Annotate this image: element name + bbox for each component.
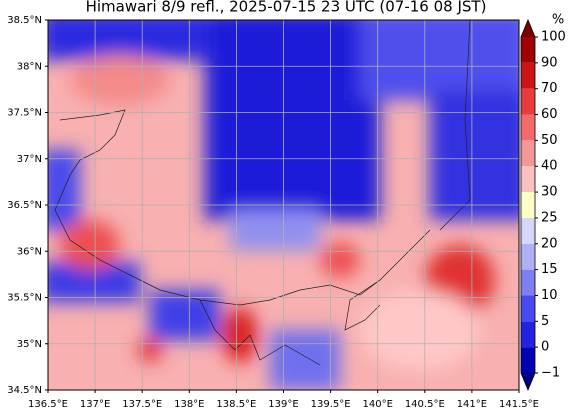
y-tick-label: 36°N bbox=[17, 246, 42, 257]
x-tick-label: 136.5°E bbox=[28, 399, 68, 409]
colorbar-bin bbox=[521, 192, 535, 218]
colorbar-label: 30 bbox=[541, 185, 558, 200]
colorbar-label: 25 bbox=[541, 210, 558, 225]
x-tick-label: 137°E bbox=[80, 399, 110, 409]
x-tick-label: 141.5°E bbox=[499, 399, 539, 409]
colorbar-bin bbox=[521, 321, 535, 348]
colorbar-under bbox=[521, 373, 535, 390]
x-tick-label: 140°E bbox=[362, 399, 392, 409]
x-tick-label: 140.5°E bbox=[405, 399, 445, 409]
colorbar-label: 20 bbox=[541, 236, 558, 251]
colorbar-label: 15 bbox=[541, 262, 558, 277]
colorbar-label: 50 bbox=[541, 133, 558, 148]
colorbar-label: 5 bbox=[541, 314, 549, 329]
colorbar-bin bbox=[521, 269, 535, 296]
colorbar-bin bbox=[521, 88, 535, 115]
colorbar-bin bbox=[521, 114, 535, 141]
colorbar-bin bbox=[521, 140, 535, 167]
colorbar-label: 90 bbox=[541, 55, 558, 70]
colorbar-bin bbox=[521, 37, 535, 63]
colorbar-label: 70 bbox=[541, 81, 558, 96]
x-tick-label: 139.5°E bbox=[311, 399, 351, 409]
satellite-image bbox=[48, 20, 519, 390]
colorbar-label: 40 bbox=[541, 159, 558, 174]
colorbar-label: 60 bbox=[541, 107, 558, 122]
colorbar-bin bbox=[521, 295, 535, 322]
y-tick-label: 36.5°N bbox=[7, 200, 42, 211]
y-tick-label: 37°N bbox=[17, 154, 42, 165]
y-tick-label: 34.5°N bbox=[7, 385, 42, 396]
x-tick-label: 138.5°E bbox=[216, 399, 256, 409]
y-tick-label: 35°N bbox=[17, 339, 42, 350]
colorbar-label: 0 bbox=[541, 340, 549, 355]
x-tick-label: 137.5°E bbox=[122, 399, 162, 409]
y-tick-label: 37.5°N bbox=[7, 108, 42, 119]
y-tick-label: 38.5°N bbox=[7, 15, 42, 26]
title: Himawari 8/9 refl., 2025-07-15 23 UTC (0… bbox=[86, 0, 487, 16]
colorbar-bin bbox=[521, 243, 535, 270]
colorbar-bin bbox=[521, 62, 535, 89]
x-tick-label: 139°E bbox=[268, 399, 298, 409]
colorbar-label: 10 bbox=[541, 288, 558, 303]
colorbar-bin bbox=[521, 166, 535, 193]
x-tick-label: 138°E bbox=[174, 399, 204, 409]
colorbar-label: −1 bbox=[541, 366, 560, 381]
colorbar-bin bbox=[521, 347, 535, 373]
y-tick-label: 38°N bbox=[17, 61, 42, 72]
colorbar-over bbox=[521, 20, 535, 37]
colorbar-label: 100 bbox=[541, 30, 566, 45]
x-tick-label: 141°E bbox=[457, 399, 487, 409]
y-tick-label: 35.5°N bbox=[7, 293, 42, 304]
colorbar-bin bbox=[521, 217, 535, 244]
colorbar-unit: % bbox=[552, 13, 564, 28]
